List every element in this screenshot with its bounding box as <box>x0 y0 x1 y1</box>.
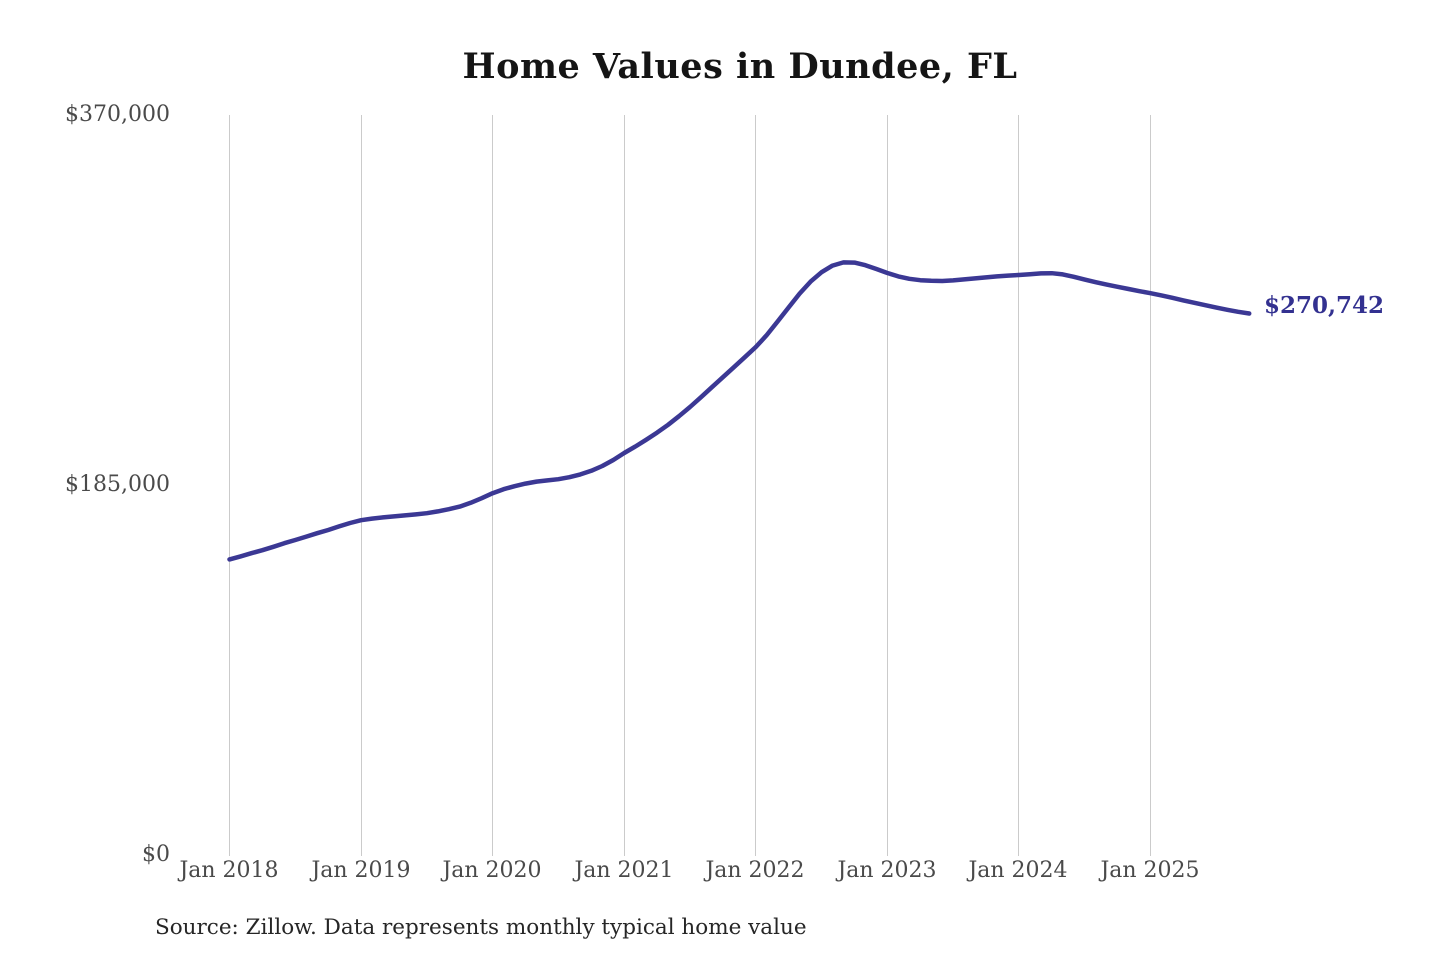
gridline-jan-2019 <box>361 115 362 856</box>
gridline-jan-2021 <box>624 115 625 856</box>
latest-value-label: $270,742 <box>1264 292 1385 319</box>
y-axis-tick-370000: $370,000 <box>65 102 170 127</box>
x-axis-tick-jan-2020: Jan 2020 <box>442 858 542 883</box>
gridline-jan-2025 <box>1150 115 1151 856</box>
gridline-jan-2018 <box>229 115 230 856</box>
x-axis-tick-jan-2021: Jan 2021 <box>574 858 674 883</box>
y-axis-tick-0: $0 <box>142 842 170 867</box>
y-axis-tick-185000: $185,000 <box>65 472 170 497</box>
x-axis-tick-jan-2023: Jan 2023 <box>837 858 937 883</box>
gridline-jan-2020 <box>492 115 493 856</box>
gridline-jan-2023 <box>887 115 888 856</box>
x-axis-tick-jan-2025: Jan 2025 <box>1100 858 1200 883</box>
home-value-series-line <box>227 260 1252 562</box>
x-axis-tick-jan-2024: Jan 2024 <box>968 858 1068 883</box>
x-axis-tick-jan-2022: Jan 2022 <box>705 858 805 883</box>
x-axis-tick-jan-2018: Jan 2018 <box>179 858 279 883</box>
x-axis-tick-jan-2019: Jan 2019 <box>311 858 411 883</box>
gridline-jan-2024 <box>1018 115 1019 856</box>
gridline-jan-2022 <box>755 115 756 856</box>
source-note: Source: Zillow. Data represents monthly … <box>155 915 807 940</box>
chart-title: Home Values in Dundee, FL <box>462 46 1018 87</box>
